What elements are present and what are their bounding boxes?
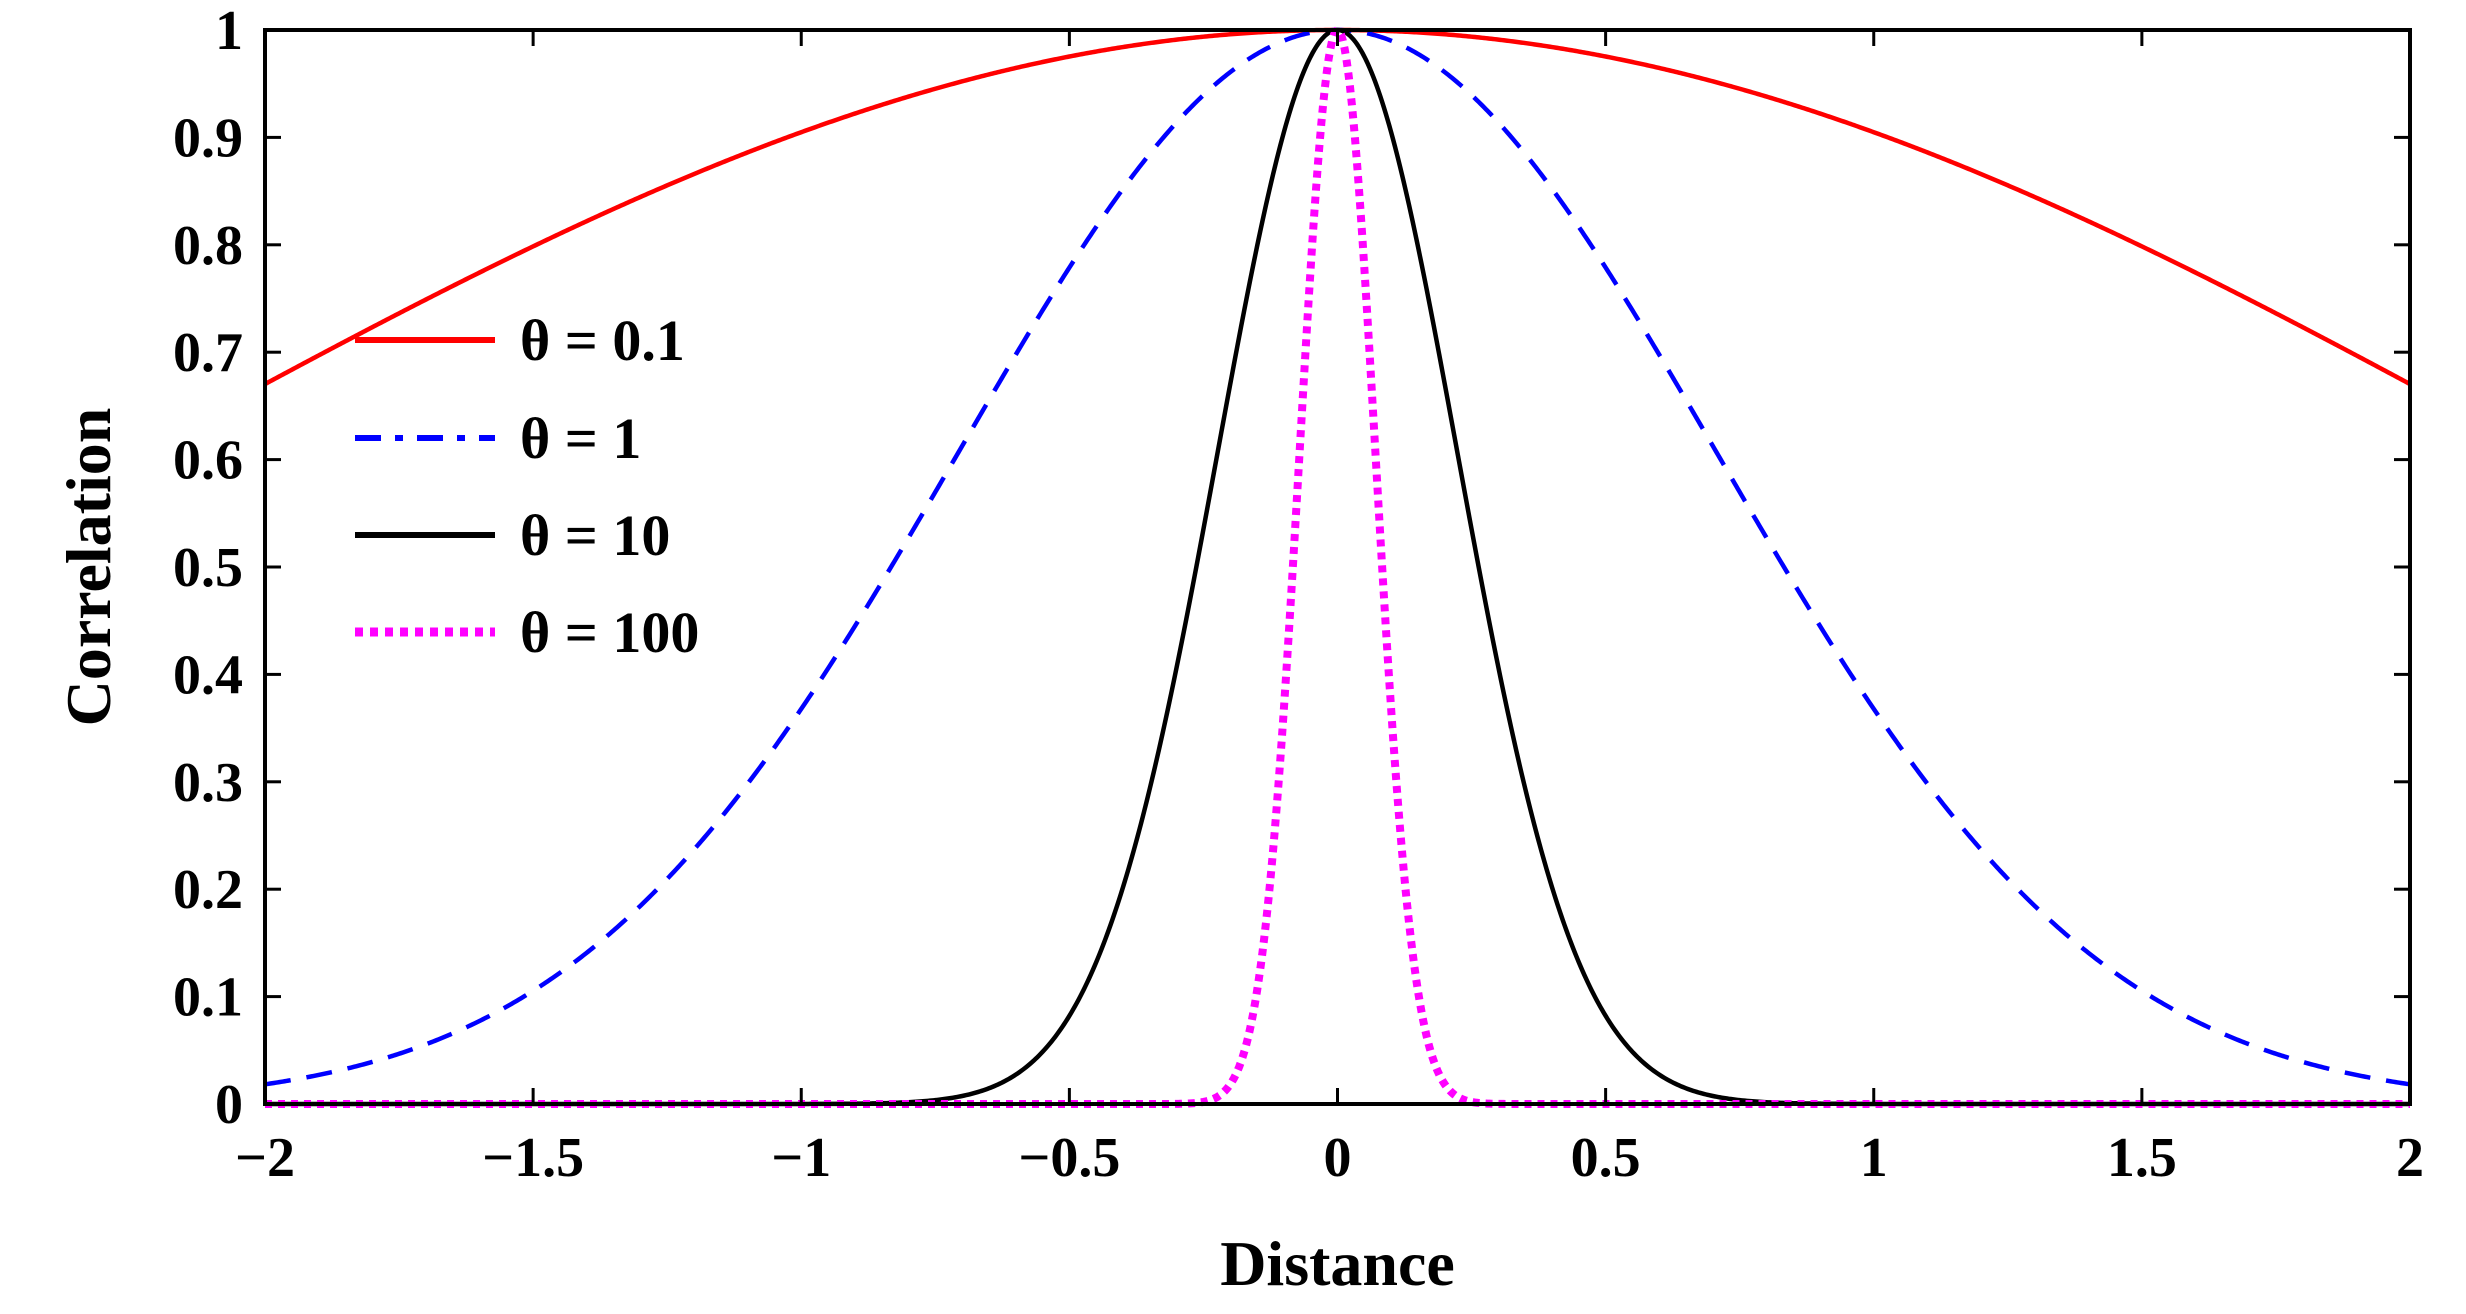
legend-label-1: θ = 0.1 <box>520 308 685 373</box>
y-tick-label: 0.4 <box>173 644 243 706</box>
y-axis-title: Correlation <box>53 408 124 727</box>
x-tick-label: 0 <box>1324 1127 1352 1189</box>
y-tick-label: 0.7 <box>173 322 243 384</box>
y-tick-label: 0.6 <box>173 430 243 492</box>
x-axis-title: Distance <box>1220 1228 1455 1299</box>
y-tick-label: 0.1 <box>173 967 243 1029</box>
y-tick-label: 1 <box>215 0 243 62</box>
y-tick-label: 0 <box>215 1074 243 1136</box>
tick-labels-group: −2 −1.5 −1 −0.5 0 0.5 1 1.5 2 0 0.1 0.2 0.3 0.4 0.5 0.6… <box>173 0 2424 1189</box>
ticks-group <box>263 28 2412 1106</box>
legend-label-3: θ = 10 <box>520 503 670 568</box>
y-tick-label: 0.8 <box>173 215 243 277</box>
x-tick-label: 0.5 <box>1571 1127 1641 1189</box>
y-tick-label: 0.5 <box>173 537 243 599</box>
legend-label-4: θ = 100 <box>520 600 699 665</box>
x-tick-label: −0.5 <box>1018 1127 1120 1189</box>
x-tick-label: 1.5 <box>2107 1127 2177 1189</box>
x-tick-label: −1.5 <box>482 1127 584 1189</box>
y-tick-label: 0.9 <box>173 107 243 169</box>
x-tick-label: −2 <box>235 1127 295 1189</box>
legend-label-2: θ = 1 <box>520 406 641 471</box>
x-tick-label: 1 <box>1860 1127 1888 1189</box>
x-tick-label: −1 <box>771 1127 831 1189</box>
y-tick-label: 0.3 <box>173 752 243 814</box>
legend: θ = 0.1 θ = 1 θ = 10 θ = 100 <box>355 308 699 665</box>
x-tick-label: 2 <box>2396 1127 2424 1189</box>
y-tick-label: 0.2 <box>173 859 243 921</box>
